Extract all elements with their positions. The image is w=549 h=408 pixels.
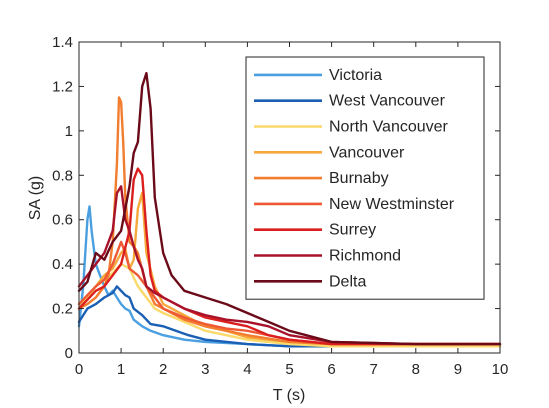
legend-label: Richmond xyxy=(329,248,401,265)
legend-label: West Vancouver xyxy=(329,93,446,110)
x-tick-label: 7 xyxy=(370,361,378,378)
legend-label: Vancouver xyxy=(329,144,405,161)
y-axis-label: SA (g) xyxy=(27,176,44,220)
legend-label: Delta xyxy=(329,273,366,290)
y-tick-label: 0.8 xyxy=(52,167,73,184)
x-tick-label: 5 xyxy=(285,361,293,378)
x-tick-label: 10 xyxy=(492,361,509,378)
x-tick-label: 9 xyxy=(454,361,462,378)
x-tick-label: 0 xyxy=(75,361,83,378)
y-tick-label: 0.6 xyxy=(52,212,73,229)
x-tick-label: 2 xyxy=(159,361,167,378)
x-tick-label: 8 xyxy=(412,361,420,378)
y-tick-label: 1 xyxy=(65,123,73,140)
y-tick-label: 1.2 xyxy=(52,78,73,95)
y-tick-label: 0 xyxy=(65,345,73,362)
x-tick-label: 4 xyxy=(243,361,251,378)
legend-label: Surrey xyxy=(329,222,376,239)
legend-label: New Westminster xyxy=(329,196,455,213)
x-tick-label: 1 xyxy=(117,361,125,378)
x-axis-label: T (s) xyxy=(273,387,306,404)
x-tick-label: 3 xyxy=(201,361,209,378)
y-tick-label: 0.4 xyxy=(52,256,73,273)
legend-label: North Vancouver xyxy=(329,119,449,136)
y-tick-label: 1.4 xyxy=(52,34,73,51)
y-tick-label: 0.2 xyxy=(52,301,73,318)
legend-label: Victoria xyxy=(329,67,382,84)
legend: Victoria West Vancouver North Vancouver Van… xyxy=(246,57,484,299)
legend-label: Burnaby xyxy=(329,170,389,187)
x-tick-label: 6 xyxy=(327,361,335,378)
